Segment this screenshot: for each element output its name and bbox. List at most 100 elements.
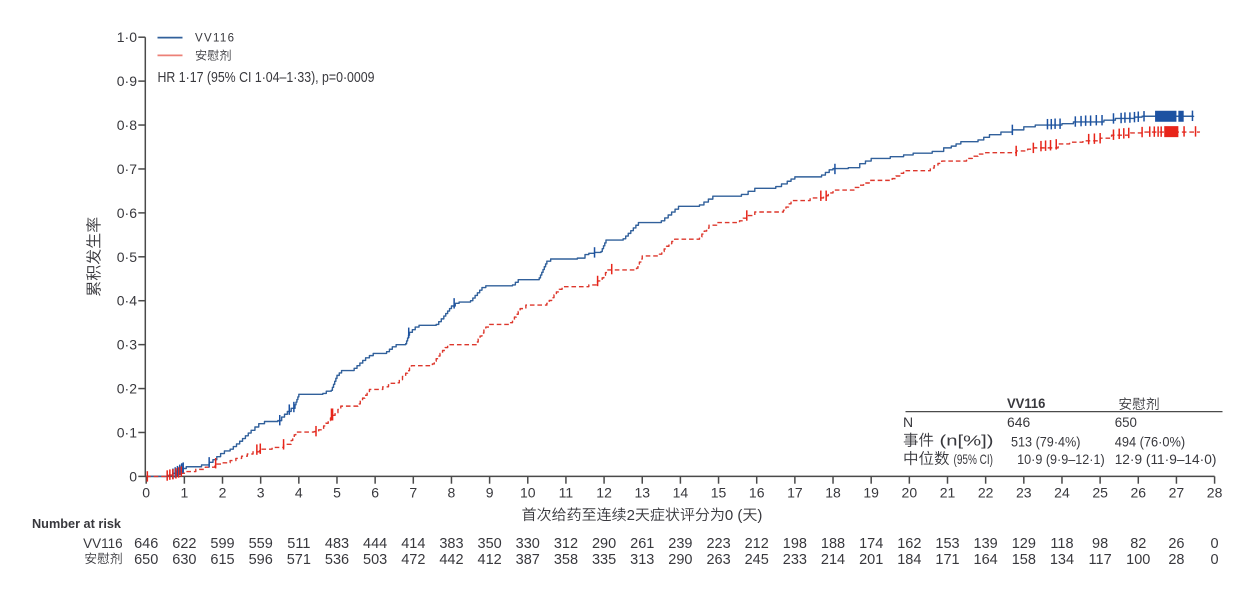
svg-text:6: 6 (371, 485, 379, 501)
svg-text:261: 261 (630, 536, 654, 552)
svg-text:0·5: 0·5 (117, 249, 137, 265)
svg-text:0·1: 0·1 (117, 424, 137, 440)
svg-text:444: 444 (363, 536, 387, 552)
svg-text:0·9: 0·9 (117, 73, 137, 89)
svg-text:11: 11 (559, 485, 574, 501)
svg-text:(95% CI): (95% CI) (954, 451, 994, 467)
svg-text:1·0: 1·0 (117, 29, 137, 45)
svg-text:27: 27 (1169, 485, 1185, 501)
svg-text:26: 26 (1130, 485, 1146, 501)
svg-text:100: 100 (1126, 552, 1150, 568)
svg-text:Number at risk: Number at risk (32, 516, 122, 531)
svg-text:0 (: 0 ( (725, 507, 743, 524)
svg-text:0: 0 (1211, 552, 1219, 568)
svg-text:VV116: VV116 (1007, 395, 1045, 411)
svg-text:2: 2 (219, 485, 227, 501)
svg-text:10: 10 (520, 485, 536, 501)
svg-text:513 (79·4%): 513 (79·4%) (1011, 433, 1081, 449)
svg-text:615: 615 (210, 552, 234, 568)
svg-text:19: 19 (863, 485, 879, 501)
svg-text:536: 536 (325, 552, 349, 568)
svg-text:312: 312 (554, 536, 578, 552)
svg-text:1: 1 (180, 485, 188, 501)
svg-text:0·3: 0·3 (117, 337, 137, 353)
svg-text:0: 0 (129, 468, 137, 484)
svg-text:12: 12 (596, 485, 612, 501)
svg-text:571: 571 (287, 552, 311, 568)
svg-text:158: 158 (1012, 552, 1036, 568)
svg-text:134: 134 (1050, 552, 1074, 568)
svg-text:650: 650 (134, 552, 158, 568)
svg-text:118: 118 (1050, 536, 1073, 552)
svg-text:494 (76·0%): 494 (76·0%) (1115, 433, 1186, 449)
svg-text:153: 153 (935, 536, 959, 552)
svg-text:596: 596 (249, 552, 273, 568)
svg-text:414: 414 (401, 536, 425, 552)
svg-text:646: 646 (1007, 414, 1030, 430)
svg-text:622: 622 (172, 536, 196, 552)
svg-text:0·4: 0·4 (117, 293, 137, 309)
svg-text:26: 26 (1168, 536, 1184, 552)
svg-text:14: 14 (673, 485, 689, 501)
svg-text:98: 98 (1092, 536, 1108, 552)
svg-text:129: 129 (1012, 536, 1036, 552)
svg-text:412: 412 (478, 552, 502, 568)
svg-text:483: 483 (325, 536, 349, 552)
svg-text:N: N (903, 414, 913, 430)
svg-text:358: 358 (554, 552, 578, 568)
svg-text:17: 17 (787, 485, 803, 501)
svg-text:2: 2 (627, 507, 635, 524)
svg-text:3: 3 (257, 485, 265, 501)
svg-text:0: 0 (1211, 536, 1219, 552)
svg-text:8: 8 (448, 485, 456, 501)
svg-text:7: 7 (409, 485, 417, 501)
svg-text:239: 239 (668, 536, 692, 552)
svg-text:313: 313 (630, 552, 654, 568)
svg-text:16: 16 (749, 485, 765, 501)
svg-text:350: 350 (478, 536, 502, 552)
svg-text:201: 201 (859, 552, 883, 568)
svg-text:290: 290 (668, 552, 692, 568)
svg-text:442: 442 (439, 552, 463, 568)
svg-text:VV116: VV116 (195, 33, 234, 45)
svg-text:335: 335 (592, 552, 616, 568)
svg-text:245: 245 (745, 552, 769, 568)
svg-text:171: 171 (935, 552, 959, 568)
svg-text:559: 559 (249, 536, 273, 552)
svg-text:5: 5 (333, 485, 341, 501)
svg-text:117: 117 (1089, 552, 1112, 568)
svg-text:(n[%]): (n[%]) (940, 434, 994, 450)
svg-text:599: 599 (210, 536, 234, 552)
svg-text:): ) (757, 507, 762, 524)
svg-text:25: 25 (1092, 485, 1108, 501)
svg-text:330: 330 (516, 536, 540, 552)
svg-text:0·2: 0·2 (117, 381, 137, 397)
svg-text:0·8: 0·8 (117, 117, 137, 133)
svg-text:188: 188 (821, 536, 845, 552)
svg-text:13: 13 (634, 485, 650, 501)
svg-text:212: 212 (745, 536, 769, 552)
svg-text:0·7: 0·7 (117, 161, 137, 177)
svg-text:162: 162 (897, 536, 921, 552)
svg-text:290: 290 (592, 536, 616, 552)
svg-text:0·6: 0·6 (117, 205, 137, 221)
svg-text:214: 214 (821, 552, 845, 568)
svg-text:223: 223 (706, 536, 730, 552)
svg-text:387: 387 (516, 552, 540, 568)
svg-text:650: 650 (1115, 414, 1137, 430)
svg-text:VV116: VV116 (83, 536, 123, 551)
svg-text:82: 82 (1130, 536, 1146, 552)
svg-text:28: 28 (1207, 485, 1223, 501)
svg-text:18: 18 (825, 485, 841, 501)
svg-text:22: 22 (978, 485, 994, 501)
svg-text:646: 646 (134, 536, 158, 552)
svg-text:263: 263 (706, 552, 730, 568)
svg-text:383: 383 (439, 536, 463, 552)
svg-text:9: 9 (486, 485, 494, 501)
svg-text:10·9 (9·9–12·1): 10·9 (9·9–12·1) (1017, 451, 1105, 467)
svg-text:HR 1·17 (95% CI 1·04–1·33), p=: HR 1·17 (95% CI 1·04–1·33), p=0·0009 (158, 69, 375, 86)
svg-text:472: 472 (401, 552, 425, 568)
svg-text:630: 630 (172, 552, 196, 568)
svg-text:15: 15 (711, 485, 727, 501)
svg-text:139: 139 (974, 536, 998, 552)
